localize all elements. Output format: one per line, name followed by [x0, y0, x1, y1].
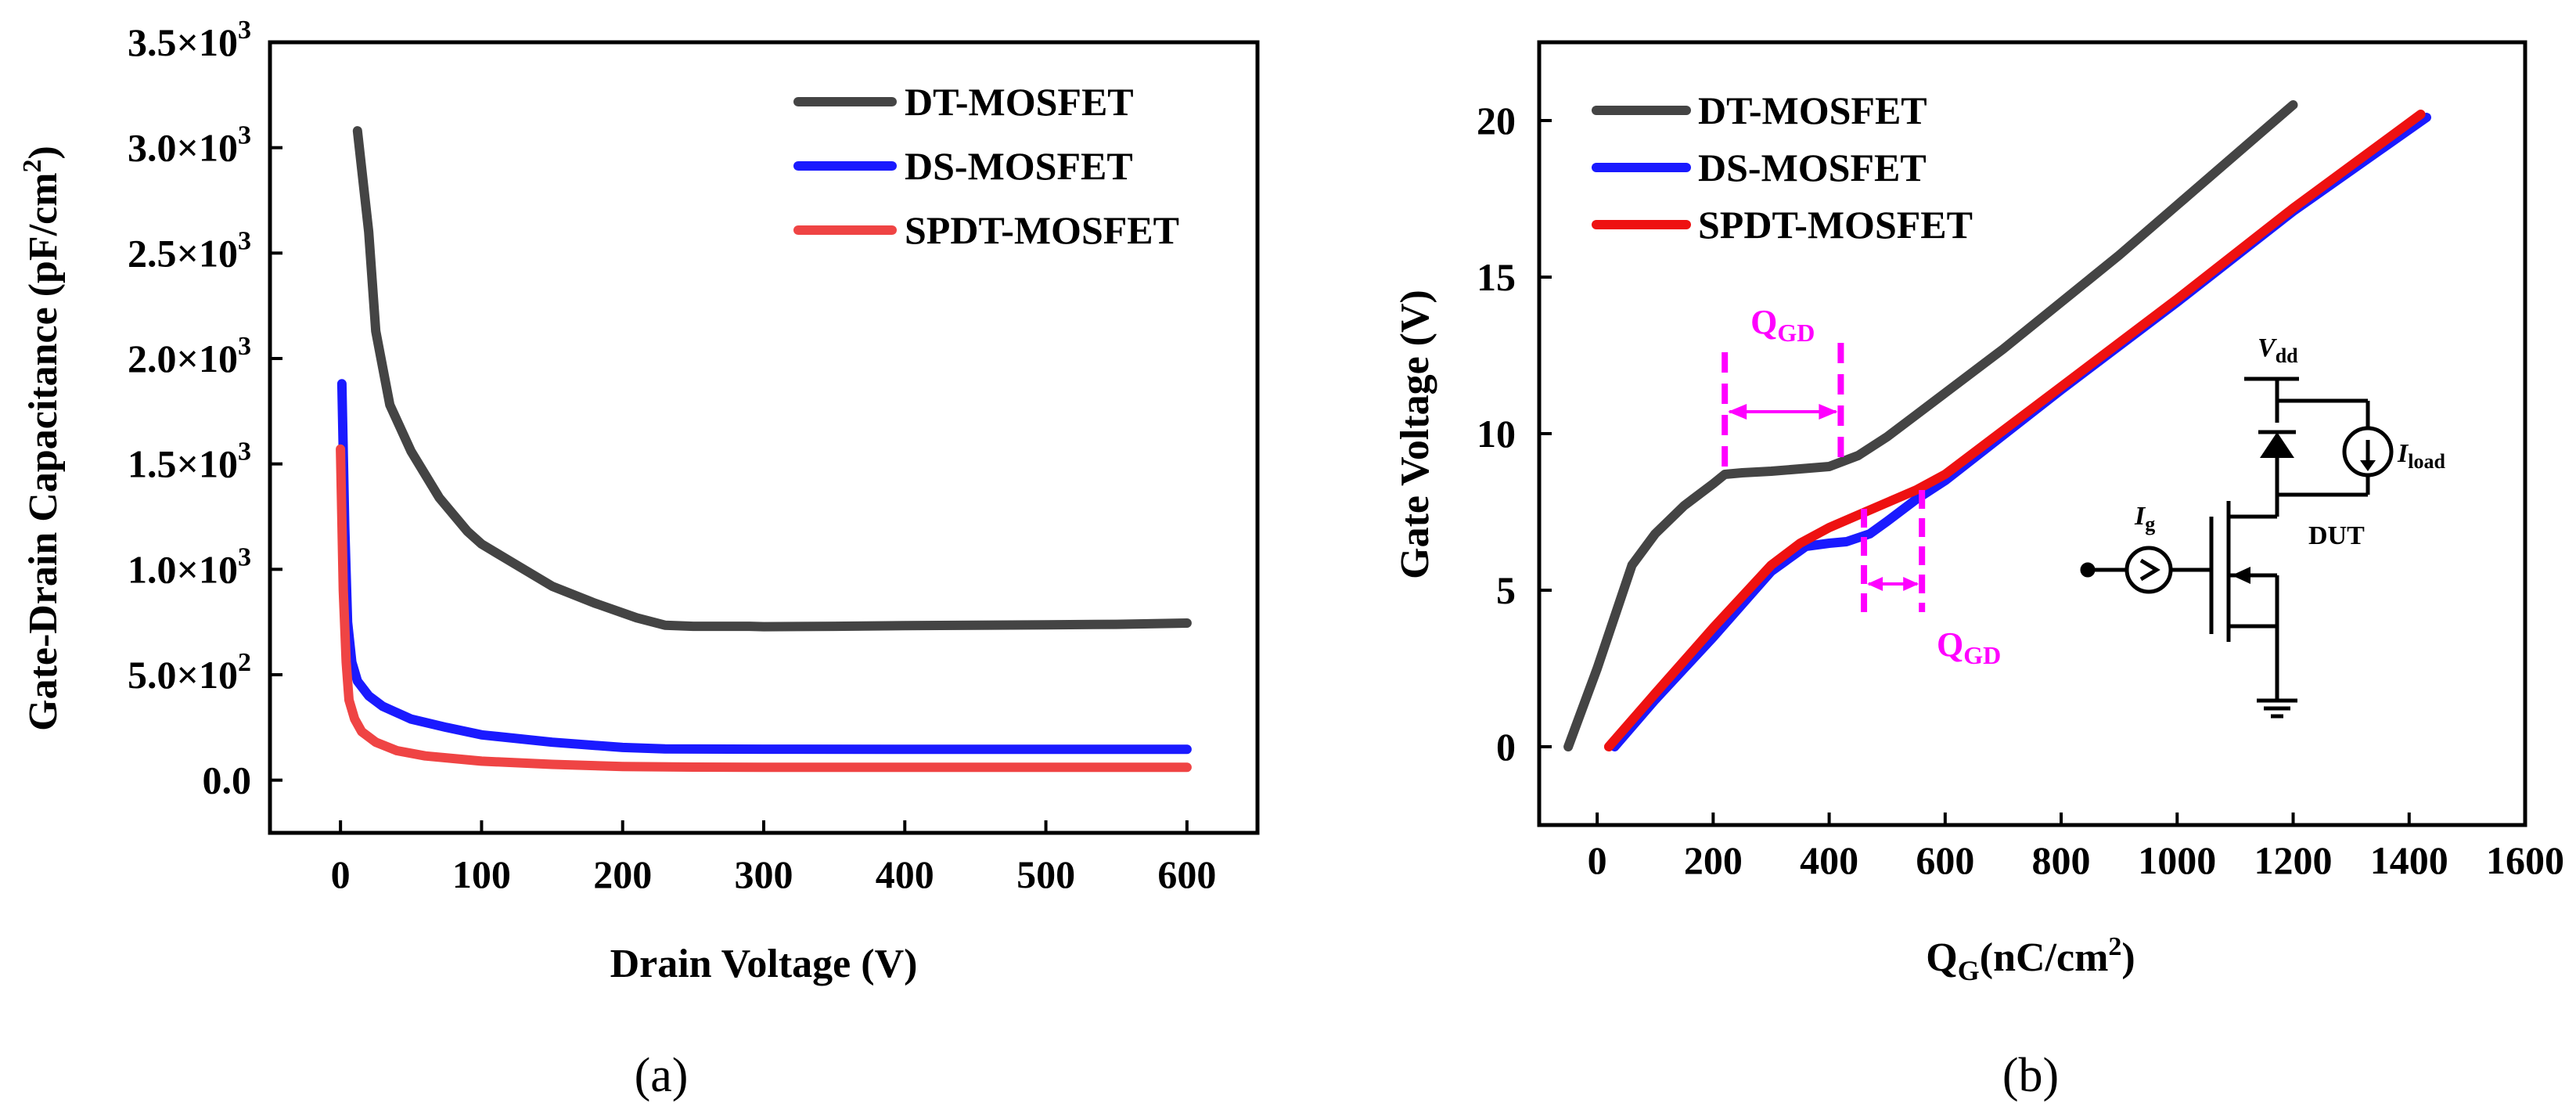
vdd-label: Vdd [2258, 333, 2298, 367]
x-tick-label: 1600 [2486, 838, 2564, 882]
dut-label: DUT [2308, 521, 2365, 550]
panel-b-x-axis-label: QG(nC/cm2) [1926, 932, 2135, 986]
legend-label-spdt-mosfet: SPDT-MOSFET [905, 208, 1179, 252]
x-tick-label: 200 [1684, 838, 1743, 882]
gate-current-arrow [2139, 558, 2160, 582]
gate-current-source-icon [2124, 546, 2173, 594]
panel-a-label: (a) [635, 1049, 689, 1102]
x-tick-label: 500 [1016, 852, 1075, 896]
y-tick-label: 2.5×103 [128, 226, 251, 275]
x-tick-label: 1000 [2138, 838, 2216, 882]
panel-b-y-ticks: 0 5 10 15 20 [1477, 99, 1552, 769]
y-tick-label: 5.0×102 [128, 648, 251, 697]
x-tick-label: 600 [1157, 852, 1216, 896]
panel-a-series [336, 126, 1192, 773]
y-tick-label: 20 [1477, 99, 1516, 142]
y-tick-label: 0.0 [203, 758, 252, 802]
iload-label: Iload [2397, 439, 2445, 473]
panel-a-y-ticks: 0.0 5.0×102 1.0×103 1.5×103 2.0×103 2.5×103 3.… [128, 16, 282, 802]
qgd-label: QGD [1750, 303, 1815, 347]
panel-b-qgd-annotations: QGD QGD [1722, 303, 2001, 669]
panel-b-series [1563, 100, 2431, 751]
x-tick-label: 400 [876, 852, 934, 896]
series-line-dt-mosfet [352, 126, 1192, 632]
x-tick-label: 100 [452, 852, 511, 896]
gate-terminal [2080, 562, 2096, 578]
legend-label-dt-mosfet: DT-MOSFET [905, 80, 1134, 124]
qgd-arrowhead [1867, 577, 1883, 591]
series-line-spdt-mosfet [336, 444, 1192, 773]
x-tick-label: 800 [2032, 838, 2091, 882]
x-tick-label: 600 [1916, 838, 1974, 882]
x-tick-label: 0 [1588, 838, 1607, 882]
y-tick-label: 5 [1496, 568, 1516, 612]
legend-label-ds-mosfet: DS-MOSFET [905, 144, 1133, 188]
diode-icon [2260, 432, 2294, 458]
inset-circuit-diagram: Vdd Iload Ig DUT [2080, 333, 2445, 719]
y-tick-label: 2.0×103 [128, 332, 251, 380]
x-tick-label: 0 [331, 852, 351, 896]
y-tick-label: 15 [1477, 255, 1516, 299]
ig-label: Ig [2134, 502, 2155, 535]
qgd-arrowhead [1903, 577, 1919, 591]
panel-a-x-ticks: 0 100 200 300 400 500 600 [331, 820, 1216, 896]
series-line-dt-mosfet [1563, 100, 2298, 751]
qgd-arrowhead [1819, 404, 1838, 420]
qgd-arrowhead [1728, 404, 1747, 420]
series-line-ds-mosfet [336, 379, 1192, 755]
y-tick-label: 0 [1496, 725, 1516, 769]
y-tick-label: 10 [1477, 412, 1516, 456]
current-arrow-head [2360, 460, 2376, 471]
series-line-spdt-mosfet [1603, 110, 2426, 751]
x-tick-label: 1200 [2254, 838, 2333, 882]
mosfet-arrow-icon [2232, 567, 2250, 584]
panel-a-legend: DT-MOSFET DS-MOSFET SPDT-MOSFET [793, 80, 1179, 252]
panel-b-label: (b) [2002, 1049, 2059, 1102]
y-tick-label: 3.0×103 [128, 121, 251, 170]
y-tick-label: 1.0×103 [128, 542, 251, 591]
y-tick-label: 1.5×103 [128, 438, 251, 486]
panel-b-x-ticks: 0 200 400 600 800 1000 1200 1400 1600 [1588, 813, 2564, 882]
panel-a-x-axis-label: Drain Voltage (V) [610, 942, 918, 986]
legend-label-ds-mosfet: DS-MOSFET [1698, 146, 1927, 189]
panel-b-chart: 0 200 400 600 800 1000 1200 1400 1600 0 5 10 15 20 Q… [1393, 40, 2564, 1102]
x-tick-label: 300 [735, 852, 793, 896]
qgd-label: QGD [1937, 625, 2001, 669]
y-tick-label: 3.5×103 [128, 16, 251, 64]
x-tick-label: 400 [1800, 838, 1858, 882]
x-tick-label: 200 [593, 852, 652, 896]
panel-a-y-axis-label: Gate-Drain Capacitance (pF/cm2) [18, 146, 66, 731]
legend-label-dt-mosfet: DT-MOSFET [1698, 88, 1927, 132]
x-tick-label: 1400 [2370, 838, 2448, 882]
panel-a-chart: 0 100 200 300 400 500 600 0.0 5.0×102 1.0×103 1.5… [18, 16, 1260, 1102]
panel-b-legend: DT-MOSFET DS-MOSFET SPDT-MOSFET [1592, 88, 1973, 247]
legend-label-spdt-mosfet: SPDT-MOSFET [1698, 203, 1973, 247]
panel-b-y-axis-label: Gate Voltage (V) [1393, 290, 1437, 579]
